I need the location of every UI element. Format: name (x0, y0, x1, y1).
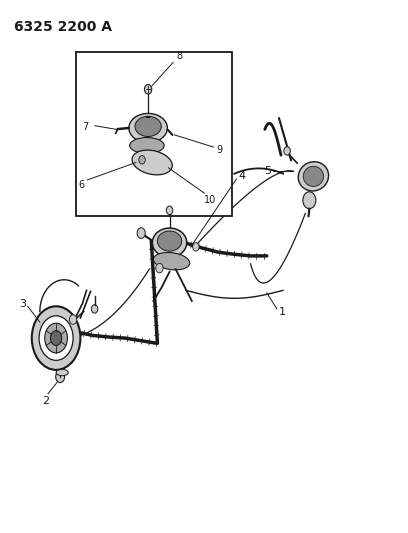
Text: 7: 7 (82, 122, 89, 132)
Circle shape (69, 315, 77, 324)
Ellipse shape (298, 161, 328, 191)
Text: 3: 3 (19, 298, 26, 309)
Ellipse shape (132, 150, 172, 175)
Circle shape (193, 243, 199, 251)
Ellipse shape (130, 138, 164, 154)
Circle shape (166, 206, 173, 215)
Ellipse shape (129, 114, 167, 143)
Ellipse shape (135, 116, 161, 136)
Text: 9: 9 (217, 146, 223, 156)
Text: 2: 2 (42, 397, 49, 406)
Circle shape (51, 330, 62, 345)
Circle shape (284, 147, 290, 155)
Text: 6325 2200 A: 6325 2200 A (13, 20, 111, 34)
Ellipse shape (152, 228, 187, 257)
Circle shape (91, 305, 98, 313)
Ellipse shape (157, 231, 182, 251)
Text: 5: 5 (264, 166, 271, 176)
Circle shape (55, 371, 64, 383)
Circle shape (156, 263, 163, 273)
Circle shape (45, 323, 67, 353)
Bar (76, 52, 233, 216)
Ellipse shape (153, 253, 190, 270)
Circle shape (137, 228, 145, 238)
Text: 4: 4 (238, 172, 246, 181)
Text: 8: 8 (176, 51, 182, 61)
Circle shape (39, 316, 73, 360)
Circle shape (139, 156, 145, 164)
Ellipse shape (56, 369, 68, 376)
Text: 6: 6 (78, 180, 84, 190)
Circle shape (144, 85, 152, 94)
Ellipse shape (303, 166, 324, 187)
Text: 10: 10 (204, 195, 217, 205)
Circle shape (32, 306, 80, 370)
Circle shape (303, 192, 316, 209)
Text: 1: 1 (279, 306, 286, 317)
